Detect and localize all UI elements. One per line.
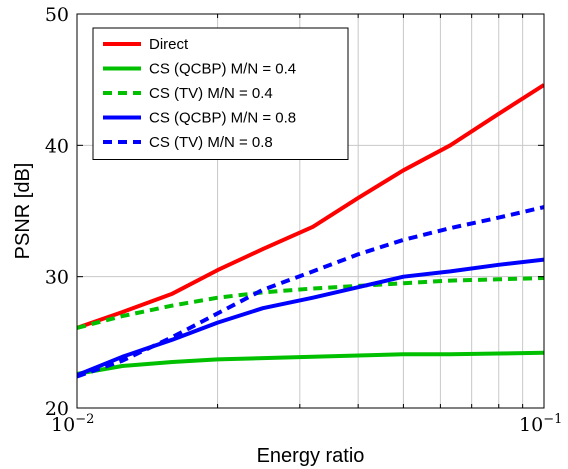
plot-frame [76, 13, 545, 409]
series-line-5 [77, 205, 544, 379]
legend-label-3: CS (TV) M/N = 0.4 [149, 85, 273, 102]
axis-ticks [76, 13, 545, 409]
legend-label-5: CS (TV) M/N = 0.8 [149, 134, 273, 151]
legend: Direct CS (QCBP) M/N = 0.4 CS (TV) M/N = 0… [92, 27, 349, 160]
tick-labels: 20 30 40 50 10−2 10−1 [45, 4, 563, 436]
legend-label-2: CS (QCBP) M/N = 0.4 [149, 61, 296, 78]
legend-label-1: Direct [149, 36, 189, 53]
series-line-3 [77, 276, 544, 330]
series-line-2 [77, 350, 544, 376]
series-line-4 [77, 257, 544, 378]
series-lines [77, 83, 544, 379]
x-axis-label: Energy ratio [257, 445, 365, 467]
y-tick-label: 30 [45, 267, 69, 289]
x-tick-label: 10−2 [51, 412, 94, 436]
x-tick-label: 10−1 [519, 412, 562, 436]
y-tick-label: 20 [45, 398, 69, 420]
y-tick-label: 50 [45, 4, 69, 26]
legend-label-4: CS (QCBP) M/N = 0.8 [149, 110, 296, 127]
y-axis-label: PSNR [dB] [12, 163, 34, 260]
series-line-1 [77, 83, 544, 330]
y-tick-label: 40 [45, 135, 69, 157]
